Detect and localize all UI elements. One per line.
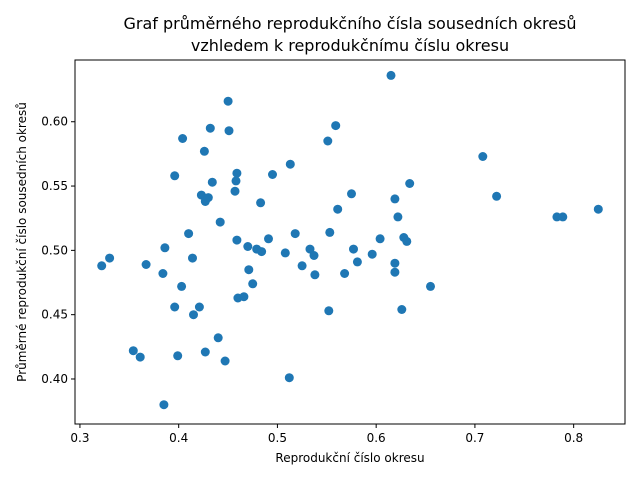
scatter-point xyxy=(284,373,294,383)
scatter-point xyxy=(405,179,415,188)
scatter-point xyxy=(200,347,210,357)
scatter-point xyxy=(188,253,197,263)
x-tick-label: 0.3 xyxy=(70,431,89,445)
scatter-point xyxy=(402,236,412,246)
scatter-point xyxy=(310,270,320,280)
scatter-point xyxy=(178,134,188,143)
scatter-point xyxy=(390,194,400,204)
scatter-point xyxy=(159,400,169,410)
x-tick-label: 0.6 xyxy=(367,431,386,445)
scatter-point xyxy=(170,171,180,181)
y-tick-label: 0.55 xyxy=(41,179,68,193)
scatter-point xyxy=(232,168,242,178)
scatter-point xyxy=(375,234,385,244)
y-tick-label: 0.60 xyxy=(41,115,68,129)
scatter-point xyxy=(243,242,253,251)
scatter-point xyxy=(333,204,343,214)
scatter-point xyxy=(325,227,335,237)
scatter-point xyxy=(239,292,249,302)
scatter-point xyxy=(349,244,358,254)
scatter-point xyxy=(230,186,240,196)
scatter-point xyxy=(285,159,295,169)
scatter-point xyxy=(367,249,377,259)
y-axis-label: Průměrné reprodukční číslo sousedních ok… xyxy=(15,102,29,382)
scatter-point xyxy=(256,198,266,208)
x-axis-ticks: 0.3 0.4 0.5 0.6 0.7 0.8 xyxy=(70,424,583,445)
scatter-point xyxy=(386,70,396,80)
scatter-point xyxy=(397,305,407,314)
scatter-point xyxy=(390,267,400,277)
scatter-point xyxy=(199,146,209,156)
y-tick-label: 0.40 xyxy=(41,372,68,386)
scatter-point xyxy=(184,229,194,239)
scatter-point xyxy=(393,212,403,222)
scatter-point xyxy=(177,281,187,291)
scatter-point xyxy=(232,235,242,245)
x-axis-label: Reprodukční číslo okresu xyxy=(275,451,424,465)
scatter-point xyxy=(264,234,273,244)
scatter-point xyxy=(223,96,233,106)
scatter-point xyxy=(173,351,183,361)
scatter-point xyxy=(390,258,400,268)
data-points xyxy=(97,70,603,410)
scatter-point xyxy=(194,302,204,312)
scatter-point xyxy=(309,251,319,260)
scatter-point xyxy=(426,281,435,291)
chart-title-line-1: Graf průměrného reprodukčního čísla sous… xyxy=(123,14,576,33)
scatter-point xyxy=(492,191,502,201)
scatter-point xyxy=(215,217,225,227)
scatter-point xyxy=(213,333,223,343)
chart-title-line-2: vzhledem k reprodukčnímu číslu okresu xyxy=(191,36,509,55)
scatter-point xyxy=(170,302,180,312)
scatter-point xyxy=(135,352,145,362)
x-tick-label: 0.4 xyxy=(169,431,188,445)
scatter-point xyxy=(347,189,356,199)
scatter-point xyxy=(352,257,362,267)
x-tick-label: 0.5 xyxy=(268,431,287,445)
scatter-point xyxy=(203,193,213,203)
scatter-point xyxy=(105,253,115,263)
scatter-point xyxy=(141,260,151,269)
scatter-point xyxy=(268,170,277,179)
scatter-point xyxy=(305,244,315,254)
scatter-point xyxy=(207,177,217,187)
x-tick-label: 0.8 xyxy=(564,431,583,445)
plot-frame xyxy=(74,59,626,425)
scatter-point xyxy=(593,204,603,214)
scatter-point xyxy=(244,265,254,275)
scatter-point xyxy=(248,279,258,289)
scatter-point xyxy=(558,212,568,222)
scatter-point xyxy=(158,269,168,278)
scatter-point xyxy=(297,261,307,271)
scatter-point xyxy=(231,176,241,186)
scatter-point xyxy=(128,346,138,356)
scatter-point xyxy=(205,123,215,133)
scatter-point xyxy=(324,306,334,316)
scatter-point xyxy=(97,261,107,271)
scatter-point xyxy=(189,310,198,320)
y-tick-label: 0.45 xyxy=(41,308,68,322)
y-tick-label: 0.50 xyxy=(41,243,68,257)
scatter-point xyxy=(323,136,333,146)
scatter-point xyxy=(280,248,290,258)
scatter-point xyxy=(224,126,234,136)
scatter-point xyxy=(478,152,488,161)
scatter-point xyxy=(290,229,300,239)
scatter-point xyxy=(340,269,350,278)
scatter-point xyxy=(160,243,170,253)
scatter-point xyxy=(257,247,267,257)
scatter-point xyxy=(220,356,230,366)
x-tick-label: 0.7 xyxy=(465,431,484,445)
scatter-point xyxy=(331,121,341,131)
y-axis-ticks: 0.40 0.45 0.50 0.55 0.60 xyxy=(41,115,75,386)
